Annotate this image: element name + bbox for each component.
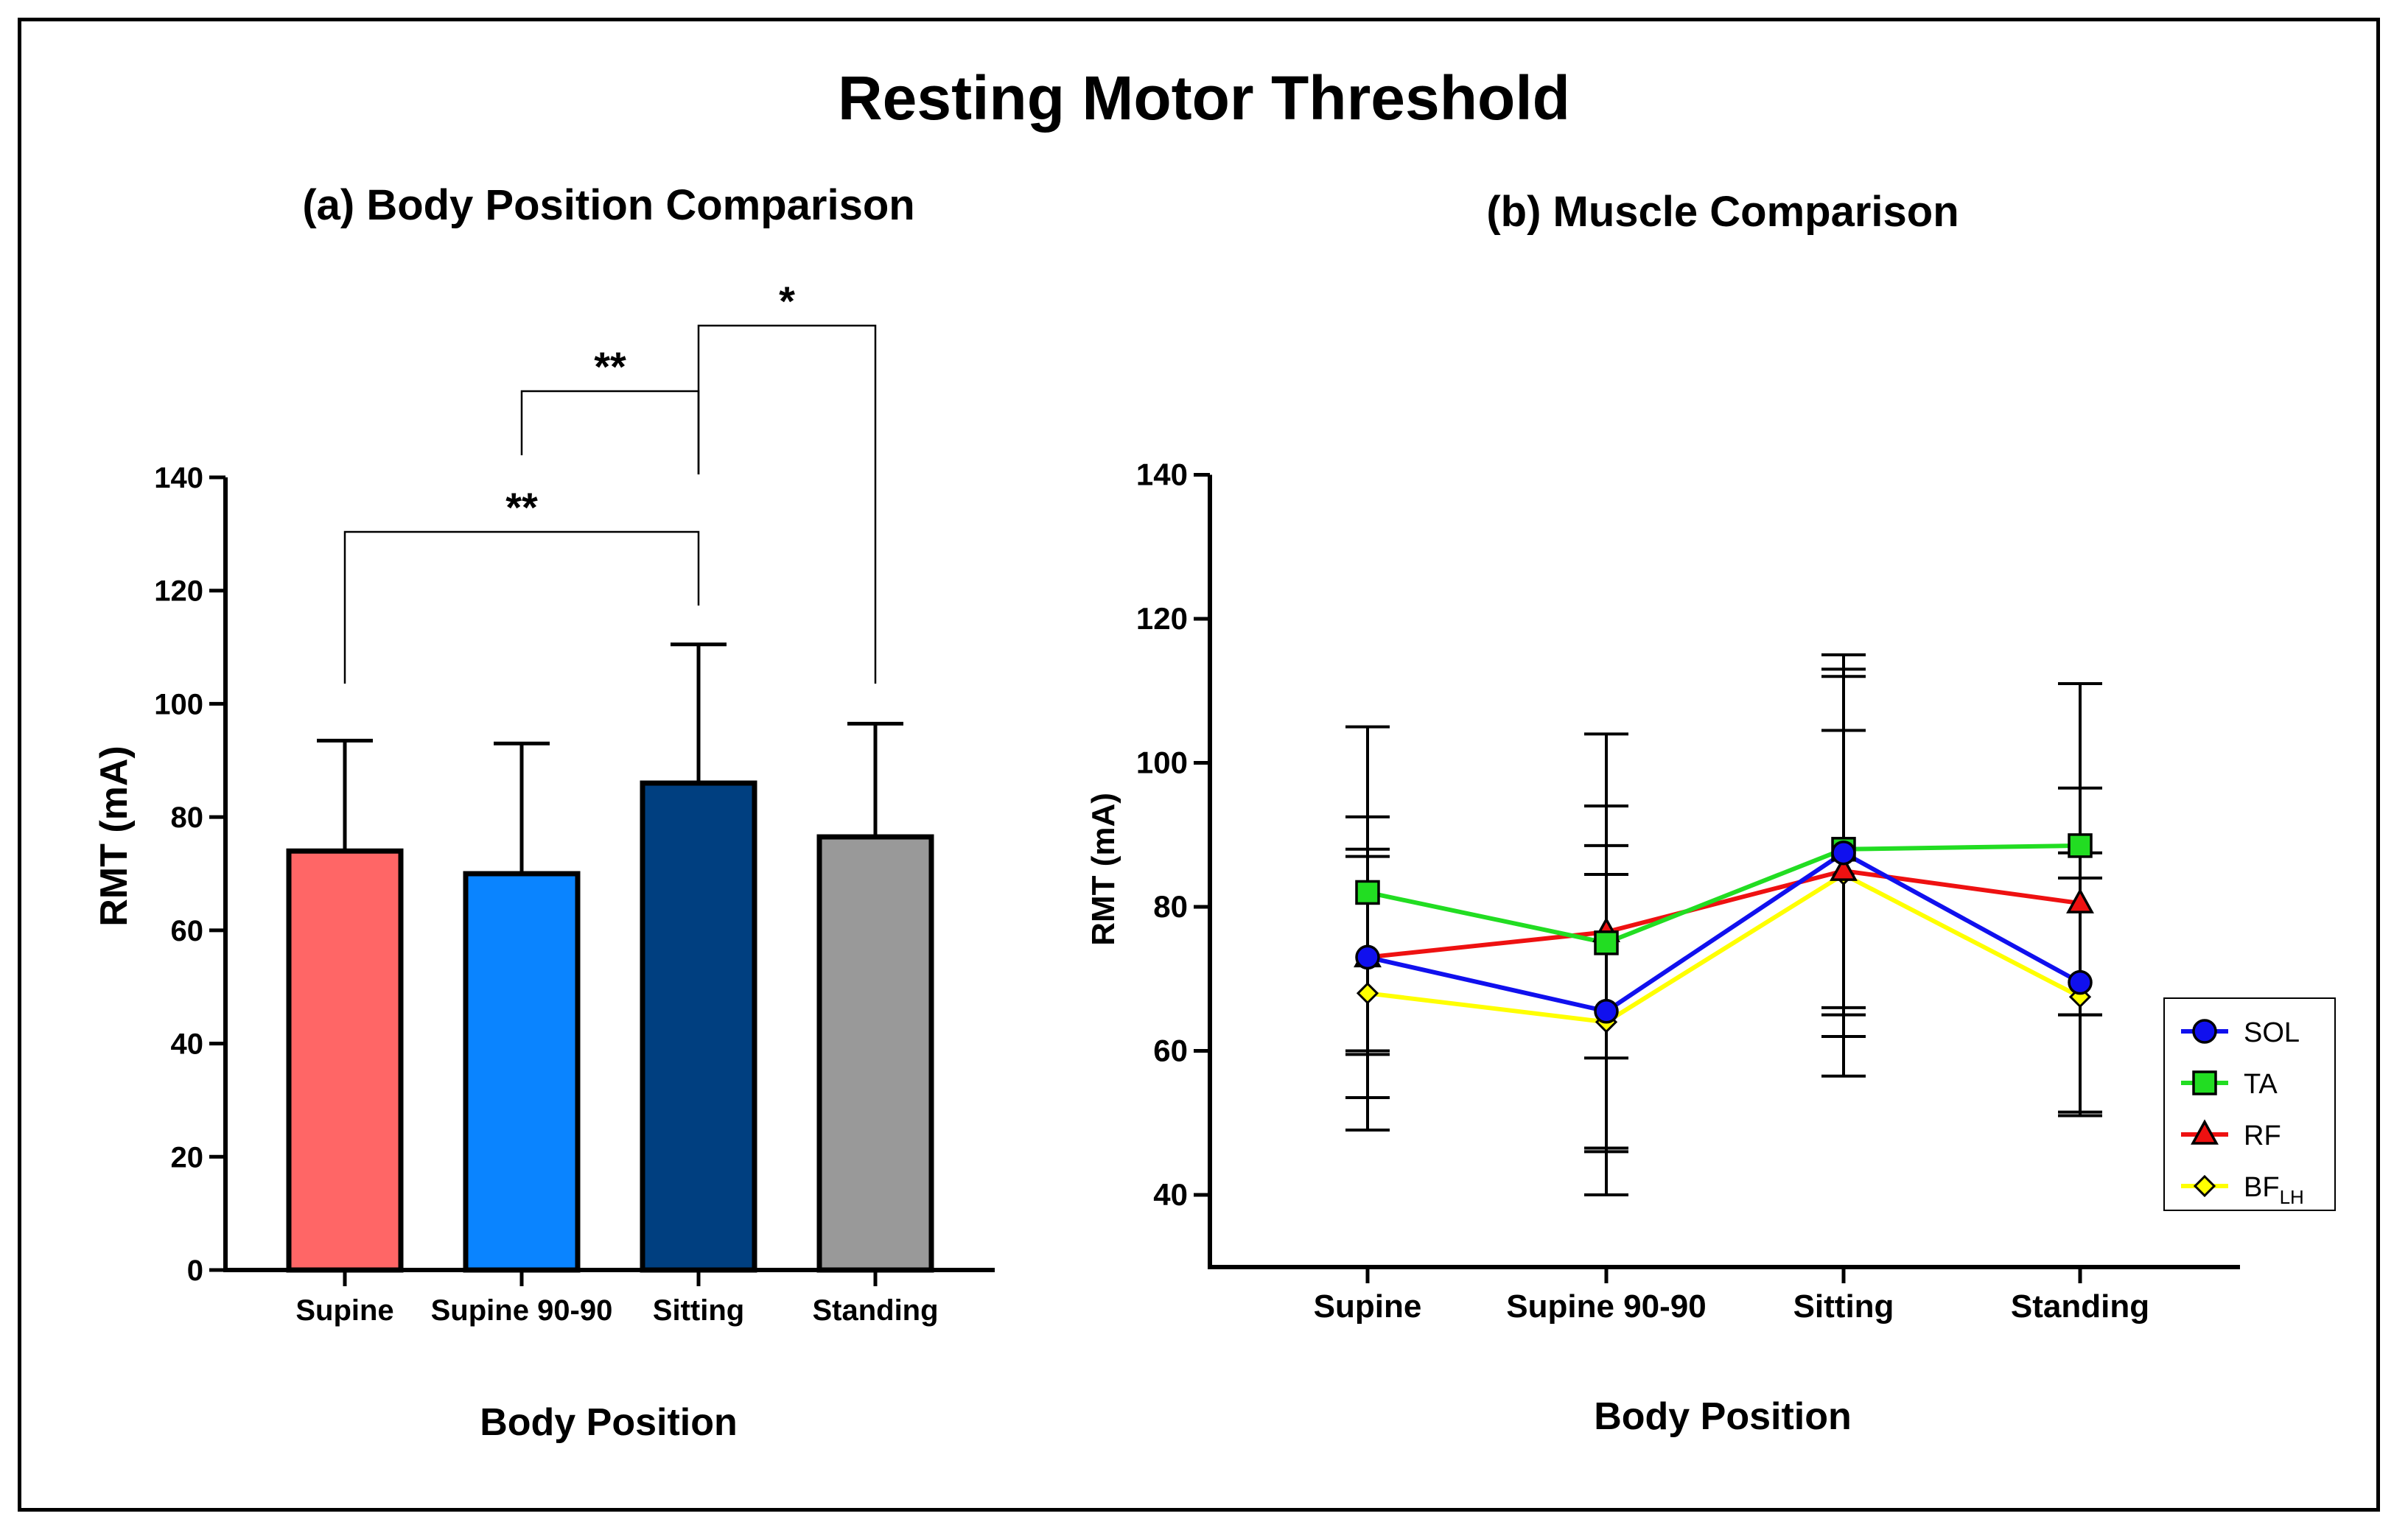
legend-label-sol: SOL bbox=[2244, 1017, 2300, 1048]
panel-b-x-axis-label: Body Position bbox=[1594, 1395, 1852, 1438]
panel-b-y-tick-label: 100 bbox=[1136, 746, 1188, 780]
bar-sitting bbox=[640, 780, 757, 1273]
panel-b-y-tick-label: 60 bbox=[1153, 1034, 1188, 1068]
significance-bracket bbox=[520, 390, 700, 474]
series-line-rf bbox=[1367, 869, 2081, 960]
significance-label: ** bbox=[594, 343, 626, 390]
legend-label-rf: RF bbox=[2244, 1120, 2281, 1151]
series-line-bf bbox=[1367, 871, 2082, 1025]
panel-b-x-tick-label: Supine 90-90 bbox=[1506, 1288, 1706, 1325]
panel-b-x-tick-label: Sitting bbox=[1793, 1288, 1894, 1325]
panel-b-y-tick-label: 80 bbox=[1153, 889, 1188, 924]
figure-frame bbox=[18, 18, 2380, 1512]
series-marker-sol bbox=[1594, 998, 1619, 1024]
panel-a-y-tick-label: 80 bbox=[171, 801, 204, 834]
panel-a-x-axis-label: Body Position bbox=[480, 1401, 738, 1444]
legend-label-subscript: LH bbox=[2280, 1186, 2304, 1208]
bar-supine bbox=[286, 848, 404, 1273]
panel-a-title: (a) Body Position Comparison bbox=[302, 181, 914, 229]
bar-supine-90-90 bbox=[463, 871, 581, 1273]
figure-title: Resting Motor Threshold bbox=[838, 63, 1570, 133]
panel-b-y-axis-label: RMT (mA) bbox=[1085, 793, 1121, 946]
panel-a-x-tick-label: Sitting bbox=[653, 1294, 744, 1327]
legend-swatch-marker bbox=[2193, 1174, 2216, 1198]
bar-standing bbox=[816, 834, 934, 1273]
significance-label: ** bbox=[505, 484, 538, 530]
series-marker-sol bbox=[1355, 944, 1380, 970]
panel-a-x-tick-label: Supine 90-90 bbox=[431, 1294, 613, 1327]
significance-label: * bbox=[779, 278, 795, 324]
panel-a-y-tick-label: 60 bbox=[171, 915, 204, 947]
series-marker-sol bbox=[1831, 840, 1856, 866]
series-marker-bf bbox=[1356, 982, 1379, 1005]
panel-b-x-tick-label: Standing bbox=[2011, 1288, 2149, 1325]
panel-a-y-axis-label: RMT (mA) bbox=[93, 746, 136, 927]
panel-a-y-tick-label: 0 bbox=[187, 1255, 203, 1287]
legend-swatch-marker bbox=[2191, 1119, 2219, 1145]
panel-a-y-tick-label: 140 bbox=[154, 462, 203, 494]
panel-b-title: (b) Muscle Comparison bbox=[1486, 188, 1959, 236]
series-line-sol bbox=[1367, 850, 2082, 1014]
legend-label-ta: TA bbox=[2244, 1069, 2278, 1100]
panel-b-line-chart: (b) Muscle Comparison Body Position RMT … bbox=[1085, 188, 2336, 1438]
panel-a-y-tick-label: 100 bbox=[154, 688, 203, 720]
panel-a-bar-chart: (a) Body Position Comparison Body Positi… bbox=[93, 181, 995, 1444]
series-marker-ta bbox=[1594, 930, 1619, 955]
significance-bracket bbox=[343, 530, 700, 684]
panel-a-y-tick-label: 40 bbox=[171, 1028, 204, 1061]
series-marker-ta bbox=[1355, 880, 1380, 905]
panel-b-y-tick-label: 140 bbox=[1136, 457, 1188, 492]
panel-b-x-tick-label: Supine bbox=[1314, 1288, 1422, 1325]
panel-b-y-tick-label: 40 bbox=[1153, 1177, 1188, 1212]
series-line-ta bbox=[1367, 843, 2081, 945]
panel-b-y-tick-label: 120 bbox=[1136, 601, 1188, 636]
series-marker-sol bbox=[2068, 969, 2093, 995]
panel-a-x-tick-label: Supine bbox=[295, 1294, 393, 1327]
legend-swatch-marker bbox=[2192, 1070, 2217, 1095]
series-marker-ta bbox=[2068, 833, 2093, 858]
series-marker-rf bbox=[2066, 888, 2094, 913]
panel-a-y-tick-label: 120 bbox=[154, 575, 203, 608]
legend-swatch-marker bbox=[2192, 1019, 2217, 1044]
series-marker-rf bbox=[1830, 855, 1858, 881]
panel-a-x-tick-label: Standing bbox=[812, 1294, 938, 1327]
panel-a-y-tick-label: 20 bbox=[171, 1141, 204, 1174]
significance-bracket bbox=[697, 324, 877, 684]
